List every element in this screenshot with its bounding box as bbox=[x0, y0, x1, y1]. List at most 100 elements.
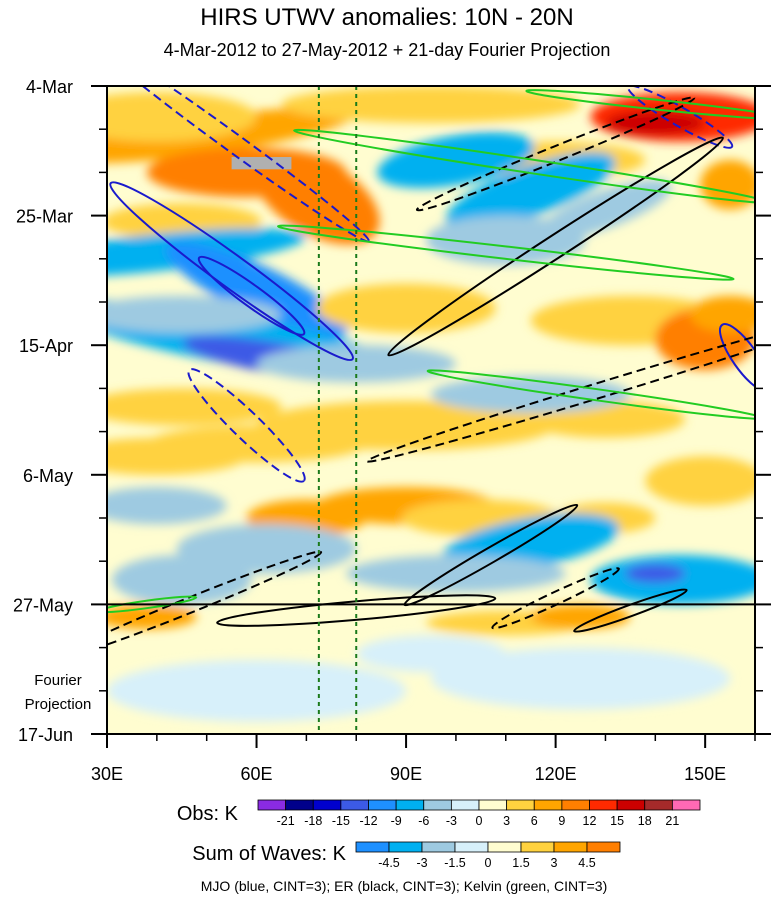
axes: 4-Mar 25-Mar 15-Apr 6-May 27-May 17-Jun 30E 60E… bbox=[13, 77, 771, 784]
obs-colorbar-label: -3 bbox=[446, 814, 457, 828]
colorbars: -21 -18 -15 -12 -9 -6 -3 0 3 6 9 12 15 18 21 Obs: K -4.5… bbox=[177, 799, 701, 894]
anomaly-blob bbox=[107, 92, 257, 142]
wave-contours bbox=[107, 86, 755, 734]
obs-colorbar-swatch bbox=[616, 799, 646, 811]
waves-colorbar-swatch bbox=[487, 841, 522, 853]
obs-colorbar-swatch bbox=[368, 799, 397, 811]
anomaly-blob bbox=[700, 160, 755, 210]
er-contour bbox=[366, 314, 755, 463]
waves-colorbar-title: Sum of Waves: K bbox=[192, 843, 346, 865]
waves-colorbar-label: -3 bbox=[416, 856, 427, 870]
obs-colorbar-label: 12 bbox=[583, 814, 597, 828]
y-tick-label: 15-Apr bbox=[19, 336, 73, 356]
obs-colorbar-label: -6 bbox=[418, 814, 429, 828]
er-contour bbox=[415, 96, 696, 212]
kelvin-contour bbox=[276, 224, 735, 281]
obs-colorbar-swatch bbox=[285, 799, 314, 811]
x-tick-label: 30E bbox=[91, 764, 123, 784]
anomaly-blob bbox=[256, 345, 456, 383]
kelvin-contour bbox=[293, 128, 755, 204]
obs-colorbar-swatch bbox=[561, 799, 590, 811]
x-tick-label: 150E bbox=[684, 764, 726, 784]
waves-colorbar-swatch bbox=[421, 841, 456, 853]
obs-colorbar-swatch bbox=[423, 799, 452, 811]
anomaly-blob bbox=[356, 635, 506, 673]
wave-legend-text: MJO (blue, CINT=3); ER (black, CINT=3); … bbox=[201, 878, 608, 894]
mjo-contour bbox=[109, 181, 354, 361]
y-tick-label: 17-Jun bbox=[18, 725, 73, 745]
obs-colorbar-label: 21 bbox=[665, 814, 679, 828]
obs-colorbar-label: 15 bbox=[610, 814, 624, 828]
obs-colorbar-swatch bbox=[450, 799, 480, 811]
anomaly-blob bbox=[107, 228, 306, 277]
anomaly-blob bbox=[107, 437, 247, 475]
obs-colorbar-swatch bbox=[257, 799, 287, 811]
mjo-contour bbox=[187, 368, 306, 483]
obs-colorbar-label: 18 bbox=[638, 814, 652, 828]
er-contour bbox=[387, 136, 724, 357]
anomaly-blob bbox=[346, 555, 566, 593]
missing-data-patch bbox=[231, 156, 292, 170]
obs-colorbar-label: -18 bbox=[304, 814, 322, 828]
anomaly-blob bbox=[377, 132, 535, 189]
anomaly-blob bbox=[625, 564, 686, 583]
obs-colorbar-title: Obs: K bbox=[177, 803, 239, 825]
chart-title: HIRS UTWV anomalies: 10N - 20N bbox=[200, 4, 574, 31]
waves-colorbar-swatch bbox=[355, 841, 390, 853]
obs-colorbar-label: 0 bbox=[476, 814, 483, 828]
anomaly-blob bbox=[431, 647, 731, 710]
waves-colorbar-label: 4.5 bbox=[578, 856, 595, 870]
obs-colorbar-label: -9 bbox=[391, 814, 402, 828]
y-tick-label: 4-Mar bbox=[26, 77, 73, 97]
obs-colorbar-swatch bbox=[478, 799, 508, 811]
obs-colorbar-swatch bbox=[312, 799, 342, 811]
anomaly-blob bbox=[690, 295, 755, 333]
x-tick-label: 90E bbox=[390, 764, 422, 784]
chart-subtitle: 4-Mar-2012 to 27-May-2012 + 21-day Fouri… bbox=[163, 40, 611, 60]
anomaly-blob bbox=[281, 86, 581, 124]
obs-colorbar-label: 9 bbox=[558, 814, 565, 828]
obs-colorbar-label: 3 bbox=[503, 814, 510, 828]
mjo-contour bbox=[197, 255, 306, 336]
anomaly-blob bbox=[316, 283, 496, 333]
waves-colorbar-swatch bbox=[388, 841, 423, 853]
mjo-contour bbox=[627, 86, 734, 149]
waves-colorbar-label: 3 bbox=[551, 856, 558, 870]
obs-colorbar-label: 6 bbox=[531, 814, 538, 828]
waves-colorbar-label: 1.5 bbox=[512, 856, 529, 870]
anomaly-blob bbox=[111, 555, 252, 605]
waves-colorbar-swatch bbox=[586, 841, 621, 853]
waves-colorbar-label: 0 bbox=[485, 856, 492, 870]
obs-colorbar-swatch bbox=[506, 799, 535, 811]
obs-colorbar-label: -21 bbox=[277, 814, 295, 828]
anomaly-blob bbox=[605, 110, 706, 136]
waves-colorbar-swatch bbox=[553, 841, 588, 853]
anomaly-blob bbox=[590, 555, 755, 605]
anomaly-blob bbox=[426, 215, 586, 265]
anomaly-blob bbox=[107, 487, 227, 525]
projection-label: Fourier bbox=[34, 672, 82, 689]
waves-colorbar-swatch bbox=[454, 841, 489, 853]
anomaly-blob bbox=[107, 295, 282, 333]
anomaly-blob bbox=[539, 179, 672, 239]
kelvin-contour bbox=[426, 369, 755, 420]
anomaly-blob bbox=[645, 456, 755, 506]
obs-colorbar-swatch bbox=[395, 799, 425, 811]
x-tick-label: 60E bbox=[241, 764, 273, 784]
y-tick-label: 27-May bbox=[13, 595, 73, 615]
anomaly-blob bbox=[107, 659, 407, 722]
obs-colorbar-swatch bbox=[644, 799, 673, 811]
y-tick-label: 6-May bbox=[23, 466, 73, 486]
anomaly-blob bbox=[445, 152, 616, 230]
obs-colorbar-swatch bbox=[340, 799, 369, 811]
obs-colorbar-label: -15 bbox=[332, 814, 350, 828]
obs-colorbar-swatch bbox=[589, 799, 618, 811]
anomaly-blob bbox=[431, 376, 631, 414]
anomaly-blob bbox=[165, 241, 348, 338]
kelvin-contour bbox=[525, 89, 755, 120]
obs-colorbar-swatch bbox=[671, 799, 701, 811]
plot-frame bbox=[106, 85, 756, 735]
mjo-contour bbox=[719, 323, 755, 392]
obs-colorbar-swatch bbox=[533, 799, 563, 811]
